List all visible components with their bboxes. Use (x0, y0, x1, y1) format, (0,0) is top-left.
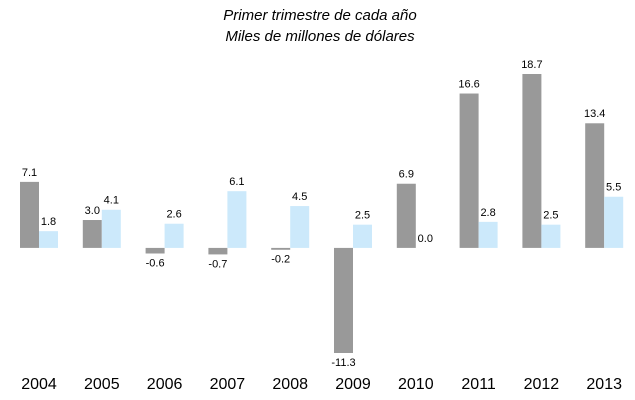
data-label: 2.5 (355, 210, 370, 222)
data-label: -0.7 (208, 258, 227, 270)
bar (541, 224, 561, 248)
data-label: -0.6 (146, 257, 165, 269)
data-label: 6.9 (399, 169, 414, 181)
bar (82, 220, 102, 248)
bar (208, 247, 228, 255)
bar (271, 247, 291, 250)
x-tick-label: 2007 (210, 376, 246, 393)
bar (227, 191, 247, 248)
bar (522, 74, 542, 248)
bar (334, 247, 353, 353)
data-label: 6.1 (229, 176, 244, 188)
data-label: 3.0 (85, 205, 100, 217)
x-tick-label: 2008 (272, 376, 308, 393)
data-label: 2.8 (480, 207, 495, 219)
x-tick-label: 2006 (147, 376, 183, 393)
data-label: 13.4 (584, 108, 605, 120)
data-label: 5.5 (606, 182, 621, 194)
bar (290, 206, 310, 248)
x-tick-label: 2011 (461, 376, 496, 393)
bar (164, 223, 184, 248)
x-tick-label: 2010 (398, 376, 434, 393)
data-label: 18.7 (521, 59, 542, 71)
data-label: 2.6 (166, 209, 181, 221)
data-label: 1.8 (41, 216, 56, 228)
bar (39, 231, 58, 248)
x-tick-label: 2004 (21, 376, 57, 393)
data-label: 7.1 (22, 167, 37, 179)
bar (145, 247, 165, 254)
data-label: 4.5 (292, 191, 307, 203)
bar (459, 93, 479, 248)
x-tick-label: 2012 (524, 376, 560, 393)
chart-subtitle: Miles de millones de dólares (225, 28, 415, 45)
data-label: 2.5 (543, 210, 558, 222)
bar (353, 224, 372, 248)
x-tick-label: 2005 (84, 376, 120, 393)
data-label: 16.6 (458, 78, 479, 90)
chart-title: Primer trimestre de cada año (223, 7, 416, 24)
data-label: -0.2 (271, 254, 290, 266)
bar (478, 221, 498, 248)
bar (101, 209, 121, 248)
data-label: -11.3 (331, 357, 355, 369)
bar (585, 123, 605, 248)
x-tick-label: 2009 (335, 376, 371, 393)
data-label: 4.1 (104, 195, 119, 207)
bar (396, 183, 416, 248)
bar (604, 196, 624, 248)
x-tick-label: 2013 (586, 376, 622, 393)
data-label: 0.0 (418, 233, 433, 245)
bar (20, 181, 39, 248)
